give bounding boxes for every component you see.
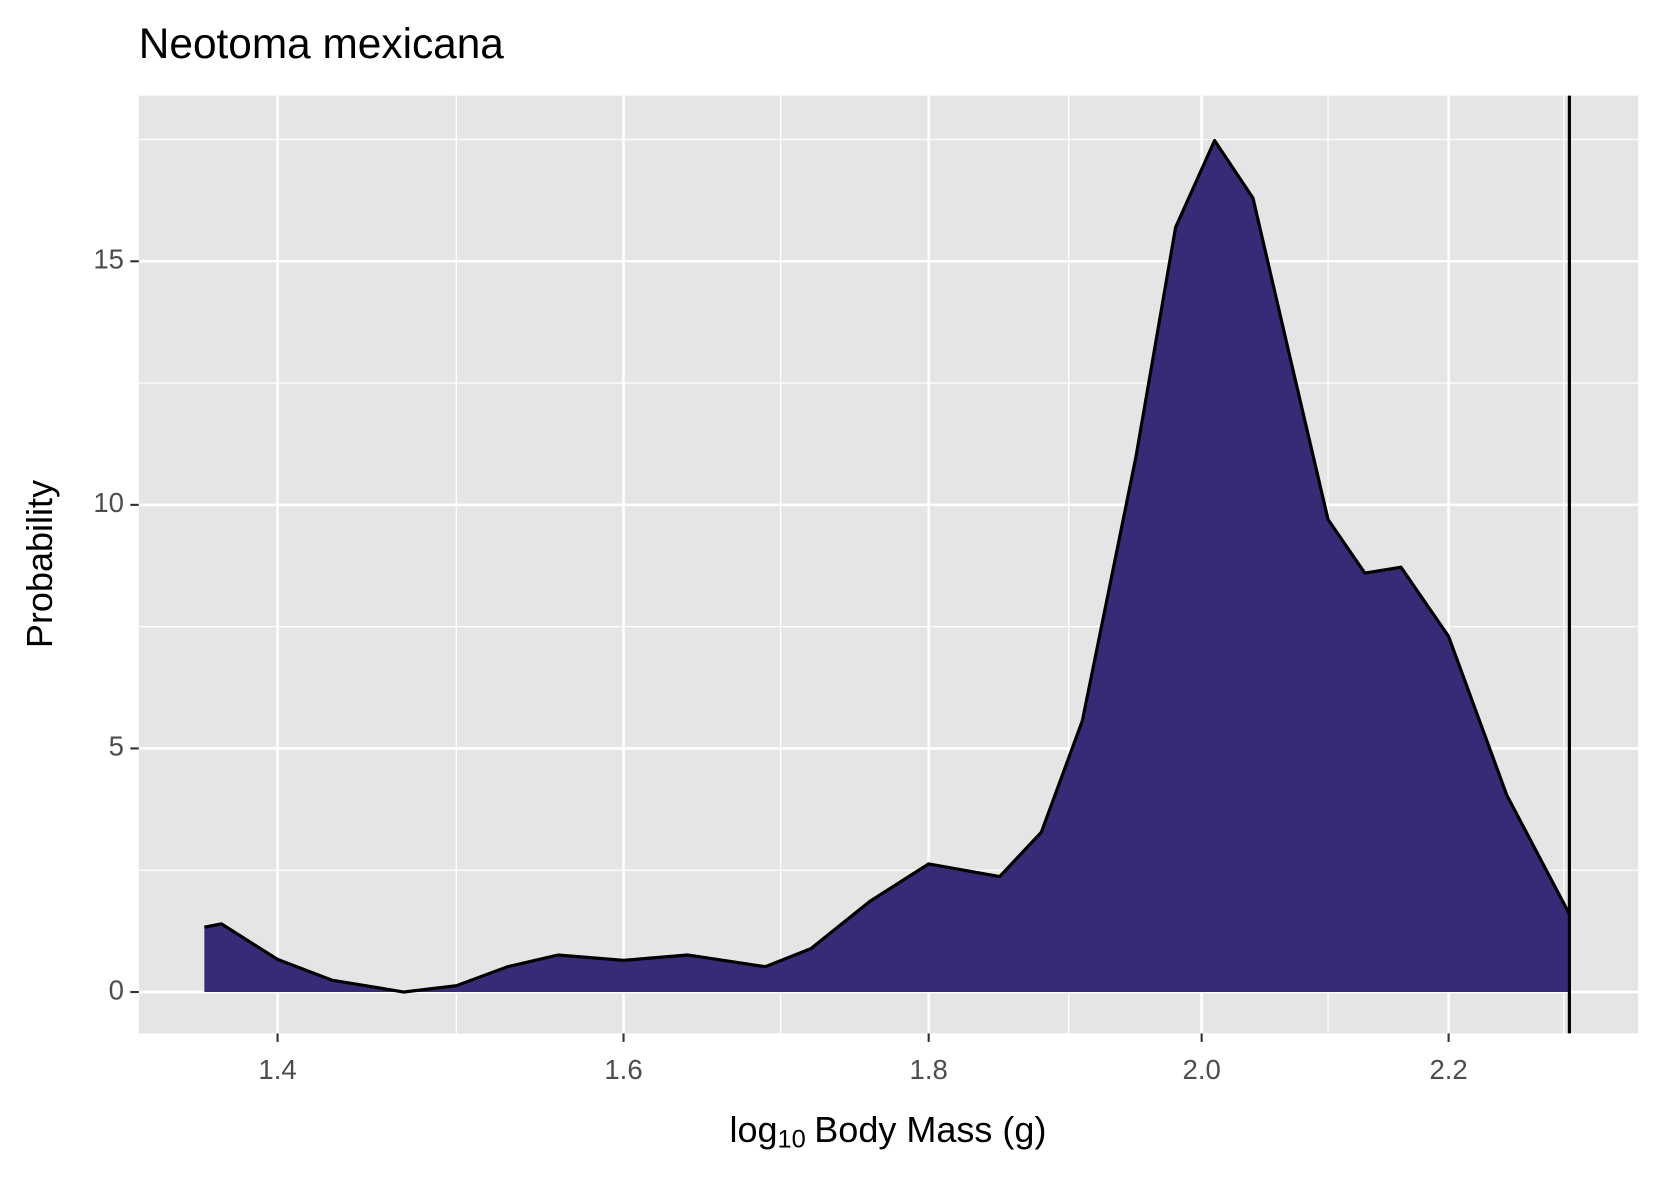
x-tick-label: 2.2 bbox=[1429, 1054, 1467, 1085]
x-tick-label: 1.8 bbox=[910, 1054, 948, 1085]
density-line bbox=[204, 138, 1571, 994]
y-axis-label: Probability bbox=[19, 480, 60, 648]
y-tick-label: 15 bbox=[93, 244, 124, 275]
x-label-base: log bbox=[729, 1108, 777, 1149]
density-area bbox=[204, 140, 1570, 993]
y-tick-label: 10 bbox=[93, 487, 124, 518]
x-tick-label: 1.6 bbox=[604, 1054, 642, 1085]
x-tick-label: 1.4 bbox=[258, 1054, 296, 1085]
y-tick-label: 0 bbox=[109, 974, 124, 1005]
chart-title: Neotoma mexicana bbox=[139, 20, 505, 67]
x-tick-label: 2.0 bbox=[1183, 1054, 1221, 1085]
x-axis-label: log10 Body Mass (g) bbox=[729, 1108, 1046, 1153]
y-tick-label: 5 bbox=[109, 731, 124, 762]
x-label-subscript: 10 bbox=[778, 1125, 806, 1153]
x-label-text: Body Mass (g) bbox=[814, 1108, 1046, 1149]
